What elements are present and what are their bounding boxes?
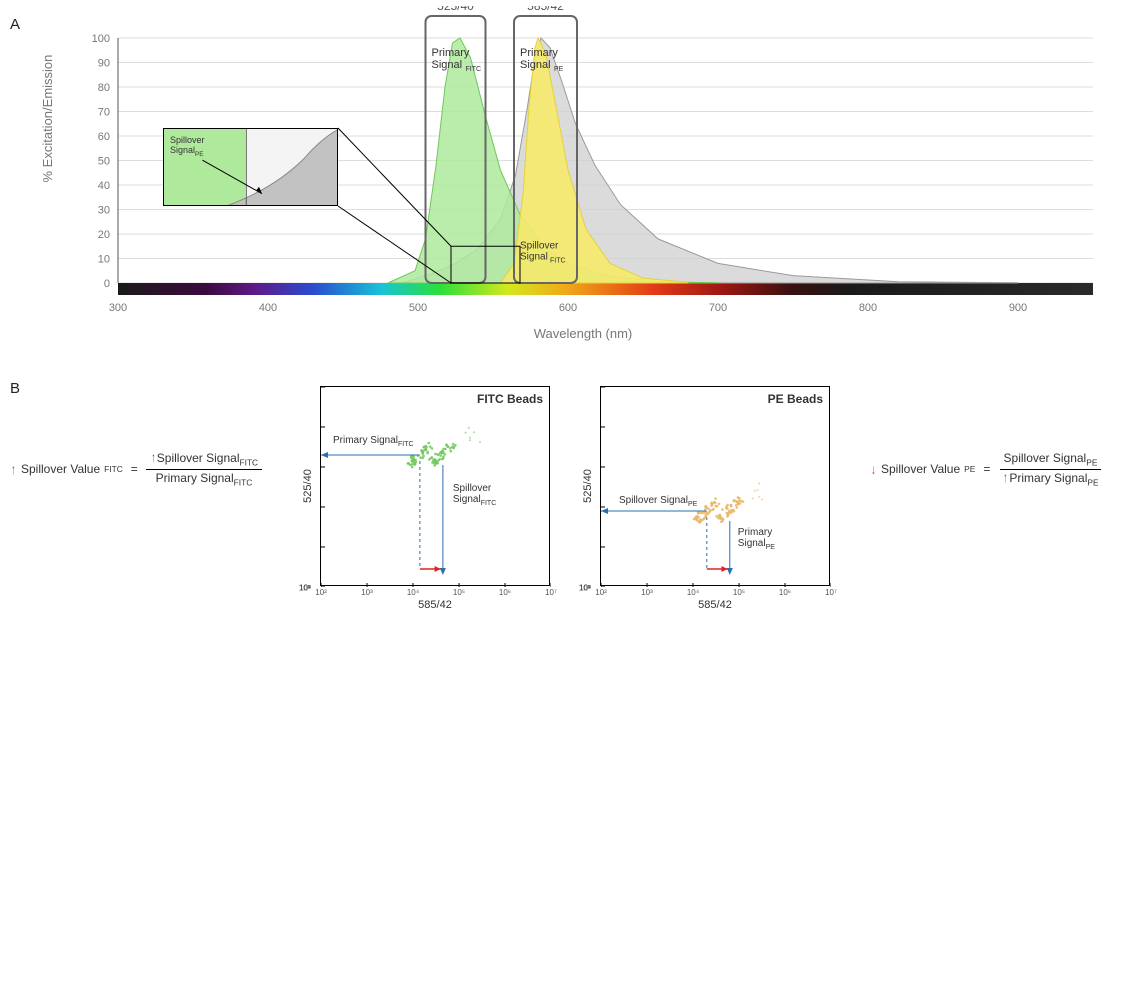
- svg-text:60: 60: [98, 131, 110, 143]
- inset-zoom: SpilloverSignalPE: [163, 128, 338, 206]
- svg-text:40: 40: [98, 180, 110, 192]
- svg-text:585/42: 585/42: [527, 6, 564, 13]
- svg-text:100: 100: [92, 33, 110, 45]
- panel-b: ↑ Spillover ValueFITC = ↑Spillover Signa…: [0, 376, 1140, 631]
- svg-text:FITC: FITC: [466, 66, 482, 73]
- svg-text:700: 700: [709, 302, 727, 314]
- svg-text:Spillover: Spillover: [520, 241, 559, 252]
- x-axis-label: Wavelength (nm): [534, 326, 633, 341]
- svg-text:PE: PE: [554, 66, 564, 73]
- svg-text:Primary: Primary: [520, 47, 558, 59]
- scatter-fitc-beads: 10²10²10³10³10⁴10⁴10⁵10⁵10⁶10⁶10⁷10⁷FITC…: [320, 386, 550, 586]
- svg-text:500: 500: [409, 302, 427, 314]
- y-axis-label: % Excitation/Emission: [40, 55, 55, 183]
- svg-text:900: 900: [1009, 302, 1027, 314]
- svg-text:70: 70: [98, 107, 110, 119]
- scatter-pe-beads: 10²10²10³10³10⁴10⁴10⁵10⁵10⁶10⁶10⁷10⁷PE B…: [600, 386, 830, 586]
- equation-fitc: ↑ Spillover ValueFITC = ↑Spillover Signa…: [10, 451, 262, 488]
- svg-text:FITC: FITC: [550, 258, 566, 265]
- svg-text:800: 800: [859, 302, 877, 314]
- svg-text:20: 20: [98, 229, 110, 241]
- svg-text:10: 10: [98, 254, 110, 266]
- svg-text:600: 600: [559, 302, 577, 314]
- svg-text:Signal: Signal: [520, 252, 548, 263]
- panel-a-label: A: [10, 16, 20, 33]
- svg-text:Signal: Signal: [432, 59, 463, 71]
- svg-text:80: 80: [98, 82, 110, 94]
- equation-pe: ↓ Spillover ValuePE = Spillover SignalPE…: [870, 451, 1103, 488]
- spectrum-chart: 0 10 20 30 40 50 60 70 80 90 100 300 400 500 600 700 800…: [38, 6, 1128, 341]
- svg-text:90: 90: [98, 58, 110, 70]
- panel-a: 0 10 20 30 40 50 60 70 80 90 100 300 400 500 600 700 800…: [38, 6, 1128, 341]
- svg-text:0: 0: [104, 278, 110, 290]
- svg-text:30: 30: [98, 205, 110, 217]
- svg-text:Primary: Primary: [432, 47, 470, 59]
- svg-text:300: 300: [109, 302, 127, 314]
- svg-text:50: 50: [98, 156, 110, 168]
- svg-text:525/40: 525/40: [437, 6, 474, 13]
- svg-text:Signal: Signal: [520, 59, 551, 71]
- svg-text:400: 400: [259, 302, 277, 314]
